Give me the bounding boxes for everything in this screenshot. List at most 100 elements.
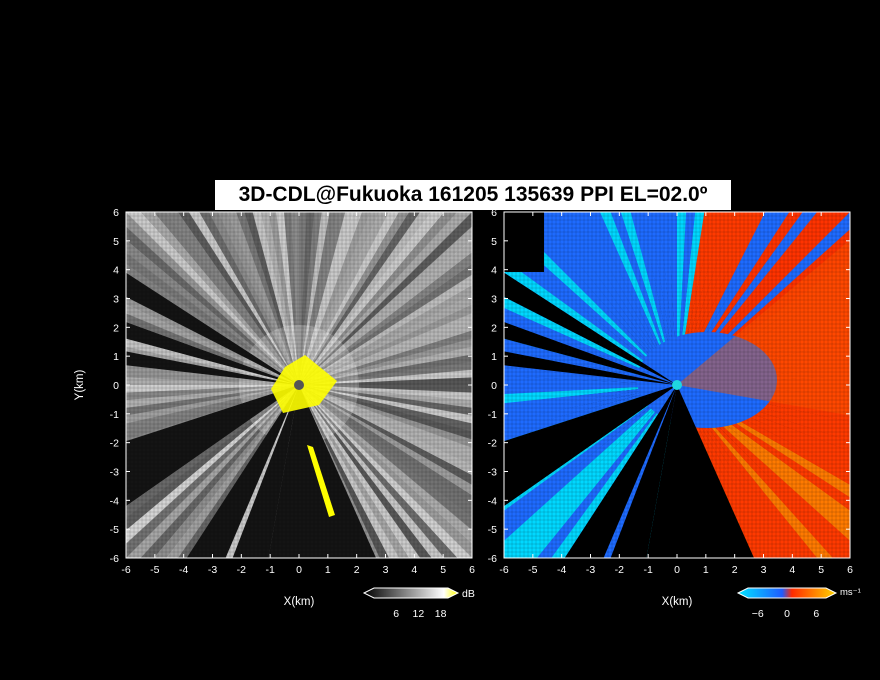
- y-tick-label: 0: [113, 380, 119, 392]
- velocity-beam: [504, 366, 677, 385]
- y-tick-label: -1: [110, 409, 119, 421]
- velocity-beam: [504, 307, 677, 385]
- velocity-beam: [677, 385, 850, 558]
- signal-beam: [299, 212, 421, 385]
- velocity-colorbar-unit: ms⁻¹: [840, 587, 861, 598]
- signal-beam: [299, 384, 472, 393]
- colorbar-tick-label: 12: [413, 608, 425, 620]
- y-tick-label: 6: [113, 207, 119, 219]
- signal-beam: [126, 313, 299, 385]
- velocity-beam: [677, 385, 850, 463]
- velocity-beam: [504, 296, 677, 385]
- velocity-beam: [504, 348, 677, 385]
- signal-beam: [298, 212, 307, 385]
- y-tick-label: 6: [491, 207, 497, 219]
- radar-site-left: [294, 380, 304, 390]
- signal-x-label: X(km): [284, 596, 315, 608]
- chart-title: 3D-CDL@Fukuoka 161205 135639 PPI EL=02.0…: [215, 180, 731, 210]
- x-tick-label: -5: [528, 564, 537, 576]
- signal-beam: [299, 385, 472, 448]
- x-tick-label: 2: [354, 564, 360, 576]
- x-tick-label: 1: [703, 564, 709, 576]
- y-tick-label: 2: [113, 322, 119, 334]
- y-tick-label: -5: [488, 524, 497, 536]
- signal-beam: [299, 385, 472, 531]
- y-tick-label: 1: [491, 351, 497, 363]
- y-tick-label: 5: [113, 236, 119, 248]
- velocity-beam: [504, 385, 677, 558]
- signal-beam: [227, 385, 299, 558]
- signal-panel: -6 -5 -4 -3 -2 -1 0 1 2 3 4 5 6 -6 -5 -4 -3 -2 -1 0 1 2 3 4 5 6 X…: [74, 207, 475, 608]
- velocity-x-label: X(km): [662, 596, 693, 608]
- blocked-sector: [504, 322, 677, 385]
- x-tick-label: 5: [440, 564, 446, 576]
- signal-beam: [299, 212, 380, 385]
- x-tick-label: -1: [265, 564, 274, 576]
- signal-beam: [126, 239, 299, 385]
- colorbar-tick-label: 18: [435, 608, 447, 620]
- signal-beam: [299, 385, 472, 558]
- signal-beam: [299, 385, 472, 496]
- signal-beam: [126, 377, 299, 386]
- signal-beam: [126, 263, 299, 385]
- signal-beam: [299, 212, 338, 385]
- x-tick-label: 4: [789, 564, 795, 576]
- signal-beam: [299, 212, 322, 385]
- signal-beam: [126, 346, 299, 385]
- signal-beam: [299, 212, 315, 385]
- velocity-colorbar-bar: [736, 587, 838, 599]
- y-tick-label: 5: [491, 236, 497, 248]
- x-tick-label: 0: [674, 564, 680, 576]
- signal-beam: [299, 385, 472, 518]
- velocity-beam: [551, 385, 677, 558]
- velocity-beam: [504, 212, 677, 385]
- signal-beam: [299, 212, 362, 385]
- velocity-ticks: -6 -5 -4 -3 -2 -1 0 1 2 3 4 5 6 -6 -5 -4 -3 -2 -1 0 1 2 3 4 5 6: [488, 207, 853, 576]
- signal-beam: [299, 212, 354, 385]
- signal-beam: [299, 385, 472, 544]
- signal-beam: [299, 385, 472, 476]
- velocity-beam: [504, 318, 677, 385]
- y-tick-label: -2: [488, 438, 497, 450]
- y-tick-label: -6: [110, 553, 119, 565]
- x-tick-label: 3: [383, 564, 389, 576]
- x-tick-label: -1: [643, 564, 652, 576]
- blocked-sector: [126, 322, 299, 385]
- y-tick-label: 2: [491, 322, 497, 334]
- x-tick-label: 2: [732, 564, 738, 576]
- blocked-sector: [232, 385, 299, 558]
- blocked-sector: [646, 385, 755, 558]
- blocked-sector: [504, 351, 677, 385]
- signal-beam: [299, 212, 371, 385]
- x-tick-label: 0: [296, 564, 302, 576]
- blocked-sector: [126, 385, 299, 507]
- x-tick-label: 3: [761, 564, 767, 576]
- signal-beam: [299, 212, 390, 385]
- signal-strong-echo: [271, 355, 337, 517]
- y-tick-label: -4: [110, 495, 119, 507]
- signal-beam: [299, 385, 472, 416]
- velocity-beam: [504, 375, 677, 386]
- x-tick-label: -6: [121, 564, 130, 576]
- velocity-panel: -6 -5 -4 -3 -2 -1 0 1 2 3 4 5 6 -6 -5 -4 -3 -2 -1 0 1 2 3 4 5 6 X…: [488, 207, 853, 608]
- signal-colorbar-bar: [362, 587, 460, 599]
- y-tick-label: 4: [491, 265, 497, 277]
- signal-beam: [299, 212, 432, 385]
- signal-beam: [140, 385, 299, 558]
- velocity-beam: [677, 385, 850, 474]
- signal-beam: [299, 212, 445, 385]
- signal-beam: [299, 385, 472, 408]
- velocity-blocked-sectors: [504, 272, 755, 558]
- velocity-beam: [677, 385, 850, 526]
- velocity-no-data: [504, 212, 544, 272]
- y-tick-label: -5: [110, 524, 119, 536]
- signal-beam: [177, 385, 299, 558]
- x-tick-label: 5: [818, 564, 824, 576]
- signal-beam: [299, 212, 399, 385]
- colorbar-tick-label: −6: [752, 608, 764, 620]
- signal-y-label: Y(km): [74, 370, 86, 401]
- signal-ticks: -6 -5 -4 -3 -2 -1 0 1 2 3 4 5 6 -6 -5 -4 -3 -2 -1 0 1 2 3 4 5 6: [110, 207, 475, 576]
- x-tick-label: 6: [469, 564, 475, 576]
- x-tick-label: -3: [586, 564, 595, 576]
